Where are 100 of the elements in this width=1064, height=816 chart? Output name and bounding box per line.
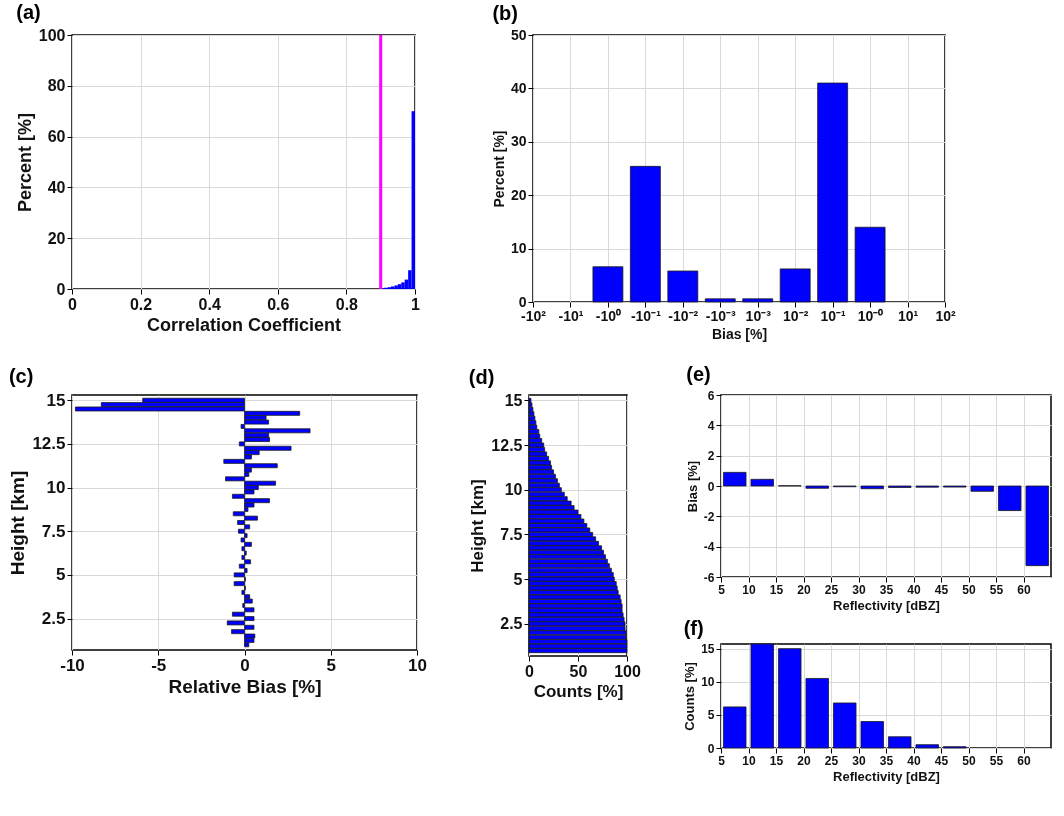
bar	[528, 545, 602, 551]
bar	[528, 451, 548, 457]
bar	[528, 411, 535, 417]
y-tick-label: 0	[56, 280, 66, 298]
x-tick-label: 30	[852, 582, 866, 597]
bar	[528, 415, 536, 421]
x-tick-label: -10	[60, 655, 85, 675]
bar	[778, 648, 802, 749]
x-tick-label: 0.8	[335, 295, 359, 313]
bar	[244, 428, 311, 434]
x-tick-label: 10⁻¹	[820, 307, 847, 324]
y-tick-label: 15	[701, 642, 715, 657]
y-axis-title: Counts [%]	[682, 662, 698, 731]
x-axis-title: Reflectivity [dBZ]	[833, 597, 940, 613]
x-tick-label: -10⁻¹	[630, 307, 662, 324]
bar	[750, 478, 774, 487]
y-tick-label: 10	[46, 478, 66, 498]
bar	[528, 643, 628, 649]
y-tick-label: 2.5	[500, 615, 523, 633]
x-tick-label: 15	[769, 582, 784, 597]
bar	[805, 485, 829, 489]
x-tick-label: -10²	[521, 307, 547, 324]
bar	[723, 471, 747, 487]
y-axis-title: Percent [%]	[490, 130, 507, 208]
x-tick-label: 30	[852, 753, 866, 768]
chart-title: (d)	[468, 366, 495, 389]
x-axis-title: Correlation Coefficient	[146, 314, 342, 335]
bar	[528, 420, 537, 426]
y-tick-label: 5	[707, 708, 715, 723]
x-tick-label: 35	[879, 753, 894, 768]
y-tick-label: 20	[510, 186, 527, 203]
bar	[779, 268, 811, 303]
x-tick-label: 50	[962, 582, 976, 597]
x-axis-title: Bias [%]	[711, 325, 768, 342]
chart-title: (b)	[492, 2, 518, 24]
bar	[742, 298, 774, 303]
x-tick-label: 0.6	[267, 295, 290, 313]
y-tick-label: -2	[703, 509, 715, 524]
x-tick-label: 45	[934, 753, 949, 768]
y-axis-title: Height [km]	[7, 470, 29, 576]
bar	[528, 406, 534, 412]
bar	[528, 500, 572, 506]
bar	[528, 402, 533, 408]
x-tick-label: 0	[240, 655, 250, 675]
x-axis-title: Relative Bias [%]	[168, 675, 322, 697]
bar	[528, 594, 621, 600]
bar	[1025, 485, 1049, 567]
y-tick-label: 10	[510, 240, 527, 257]
bar	[528, 433, 541, 439]
bar	[244, 541, 252, 547]
bar	[528, 536, 597, 542]
bar	[528, 576, 615, 582]
bar	[528, 442, 545, 448]
y-tick-label: 50	[510, 26, 527, 43]
x-tick-label: 20	[797, 582, 811, 597]
chart-title: (c)	[8, 365, 34, 388]
x-tick-label: 10	[742, 582, 756, 597]
bar	[244, 419, 270, 425]
chart-title: (f)	[683, 616, 704, 639]
x-tick-label: 10	[742, 753, 756, 768]
bar	[528, 585, 618, 591]
x-tick-label: 55	[989, 582, 1004, 597]
x-tick-label: -10⁰	[595, 307, 622, 324]
bar	[528, 509, 579, 515]
x-tick-label: 55	[989, 753, 1004, 768]
x-tick-label: 0.2	[129, 295, 153, 313]
x-tick-label: 5	[718, 753, 726, 768]
chart-title: (a)	[16, 1, 41, 23]
bar	[998, 485, 1022, 511]
y-tick-label: 2.5	[41, 609, 66, 629]
x-tick-label: -10¹	[558, 307, 584, 324]
y-tick-label: 40	[47, 178, 66, 196]
bar	[528, 630, 627, 636]
x-tick-label: 10	[408, 655, 427, 675]
y-tick-label: 7.5	[41, 521, 66, 541]
bar	[805, 678, 829, 749]
x-tick-label: 40	[907, 582, 921, 597]
bar	[970, 485, 994, 492]
bar	[888, 736, 912, 749]
bar	[915, 744, 939, 749]
bar	[244, 598, 253, 604]
y-axis-title: Percent [%]	[14, 112, 35, 213]
bar	[854, 226, 886, 303]
y-tick-label: 10	[504, 481, 523, 499]
y-tick-label: 0	[707, 479, 715, 494]
bar	[667, 270, 699, 303]
bar	[723, 706, 747, 749]
x-tick-label: 50	[569, 662, 588, 680]
bar	[528, 554, 606, 560]
y-axis-title: Bias [%]	[684, 460, 700, 513]
x-tick-label: 0	[68, 295, 78, 313]
x-tick-label: 45	[934, 582, 949, 597]
bar	[528, 460, 551, 466]
x-tick-label: 15	[769, 753, 784, 768]
y-tick-label: -4	[703, 540, 715, 555]
y-tick-label: 6	[707, 388, 715, 403]
bar	[528, 424, 538, 430]
bar	[750, 643, 774, 749]
bar	[528, 612, 624, 618]
y-tick-label: -6	[703, 570, 715, 585]
